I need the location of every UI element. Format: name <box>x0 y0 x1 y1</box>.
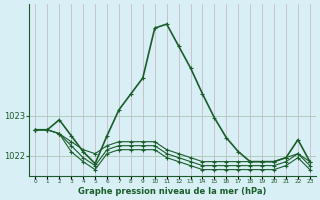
X-axis label: Graphe pression niveau de la mer (hPa): Graphe pression niveau de la mer (hPa) <box>78 187 267 196</box>
